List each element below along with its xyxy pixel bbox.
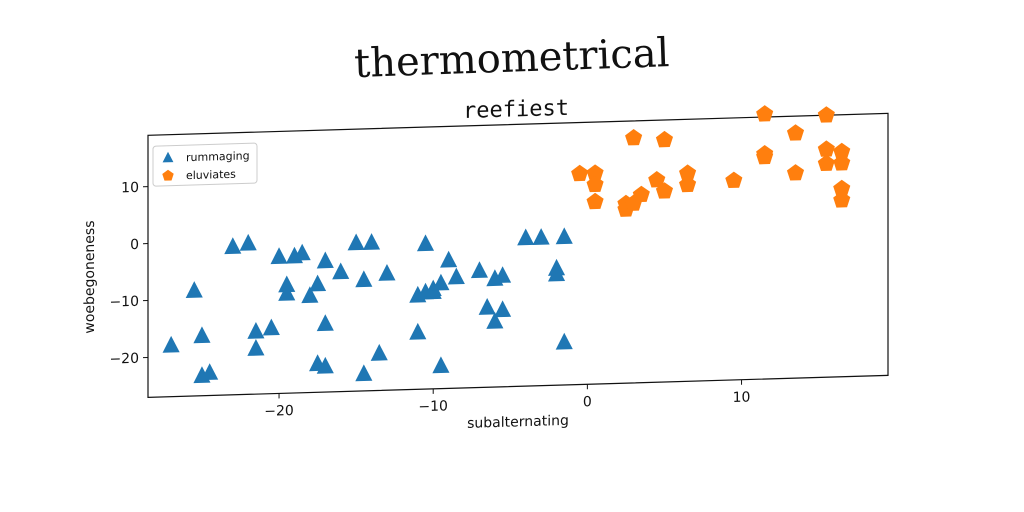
data-point-triangle	[494, 300, 512, 318]
data-point-triangle	[262, 318, 280, 336]
data-point-triangle	[532, 228, 550, 245]
x-tick-label: 0	[583, 394, 592, 410]
plot-markers	[162, 105, 851, 384]
data-point-triangle	[432, 356, 450, 374]
data-point-triangle	[162, 335, 180, 353]
x-tick-label: −10	[418, 398, 448, 415]
legend-marker-pentagon	[162, 169, 174, 181]
y-tick-label: 10	[121, 180, 139, 197]
data-point-pentagon	[786, 164, 805, 181]
data-point-pentagon	[833, 191, 851, 208]
data-point-triangle	[278, 284, 296, 301]
data-point-triangle	[362, 233, 381, 250]
scatter-chart: reefiest −20 −10 0 10 −20 −10 0 10 subalternat…	[82, 96, 889, 432]
legend-box	[152, 142, 258, 187]
plot-frame	[147, 112, 889, 398]
data-point-triangle	[201, 363, 219, 381]
data-point-pentagon	[817, 106, 835, 123]
data-point-triangle	[517, 228, 535, 246]
data-point-pentagon	[817, 154, 835, 172]
data-point-pentagon	[571, 164, 589, 182]
y-tick-label: 0	[130, 237, 139, 253]
data-point-pentagon	[586, 164, 604, 181]
x-axis: −20 −10 0 10	[264, 379, 751, 420]
data-point-pentagon	[756, 145, 774, 162]
y-tick-label: −20	[109, 351, 139, 368]
data-point-triangle	[332, 262, 350, 280]
data-point-pentagon	[833, 142, 851, 160]
data-point-triangle	[547, 264, 566, 282]
data-point-triangle	[309, 274, 327, 292]
data-point-triangle	[224, 237, 242, 255]
data-point-triangle	[355, 270, 373, 288]
data-point-triangle	[185, 281, 203, 298]
data-point-triangle	[347, 233, 365, 251]
data-point-pentagon	[632, 185, 650, 203]
data-point-triangle	[270, 247, 288, 265]
data-point-triangle	[432, 273, 450, 291]
chart-title: reefiest	[463, 96, 569, 124]
data-point-triangle	[486, 312, 504, 329]
data-point-triangle	[293, 243, 311, 261]
data-point-triangle	[247, 339, 265, 356]
data-point-pentagon	[756, 105, 774, 122]
data-point-pentagon	[655, 130, 674, 148]
y-tick-label: −10	[109, 294, 139, 311]
data-point-pentagon	[833, 179, 851, 197]
x-tick-label: −20	[264, 403, 294, 420]
y-axis-label: woebegoneness	[82, 220, 98, 334]
data-point-triangle	[278, 275, 296, 293]
data-point-triangle	[447, 267, 465, 285]
legend: rummaging eluviates	[152, 142, 258, 187]
data-point-pentagon	[586, 175, 604, 193]
data-point-triangle	[470, 261, 489, 279]
legend-label: rummaging	[186, 149, 250, 164]
data-point-triangle	[355, 364, 373, 382]
data-point-triangle	[193, 326, 211, 344]
data-point-pentagon	[679, 164, 697, 181]
data-point-triangle	[409, 322, 427, 340]
data-point-triangle	[316, 314, 334, 332]
data-point-triangle	[494, 266, 512, 284]
legend-items: rummaging eluviates	[162, 149, 250, 182]
legend-label: eluviates	[186, 168, 236, 182]
data-point-triangle	[440, 250, 458, 268]
data-point-triangle	[424, 282, 442, 300]
data-point-triangle	[378, 263, 396, 281]
data-point-triangle	[555, 227, 573, 245]
x-tick-label: 10	[733, 389, 751, 406]
data-point-triangle	[555, 332, 573, 350]
data-point-pentagon	[817, 140, 835, 157]
data-point-pentagon	[725, 171, 743, 189]
x-axis-label: subalternating	[467, 413, 569, 432]
data-point-triangle	[247, 321, 265, 339]
data-point-triangle	[316, 356, 334, 374]
data-point-triangle	[370, 343, 388, 361]
data-point-pentagon	[833, 154, 851, 171]
data-point-triangle	[301, 286, 319, 304]
data-point-pentagon	[648, 171, 666, 188]
data-point-triangle	[416, 234, 435, 252]
data-point-triangle	[316, 251, 334, 269]
data-point-pentagon	[625, 128, 643, 146]
data-point-pentagon	[586, 192, 604, 210]
data-point-triangle	[478, 298, 496, 315]
y-axis: −20 −10 0 10	[109, 180, 148, 368]
data-point-pentagon	[786, 124, 805, 141]
data-point-triangle	[239, 233, 257, 251]
legend-marker-triangle	[162, 151, 174, 163]
data-point-pentagon	[655, 182, 674, 199]
